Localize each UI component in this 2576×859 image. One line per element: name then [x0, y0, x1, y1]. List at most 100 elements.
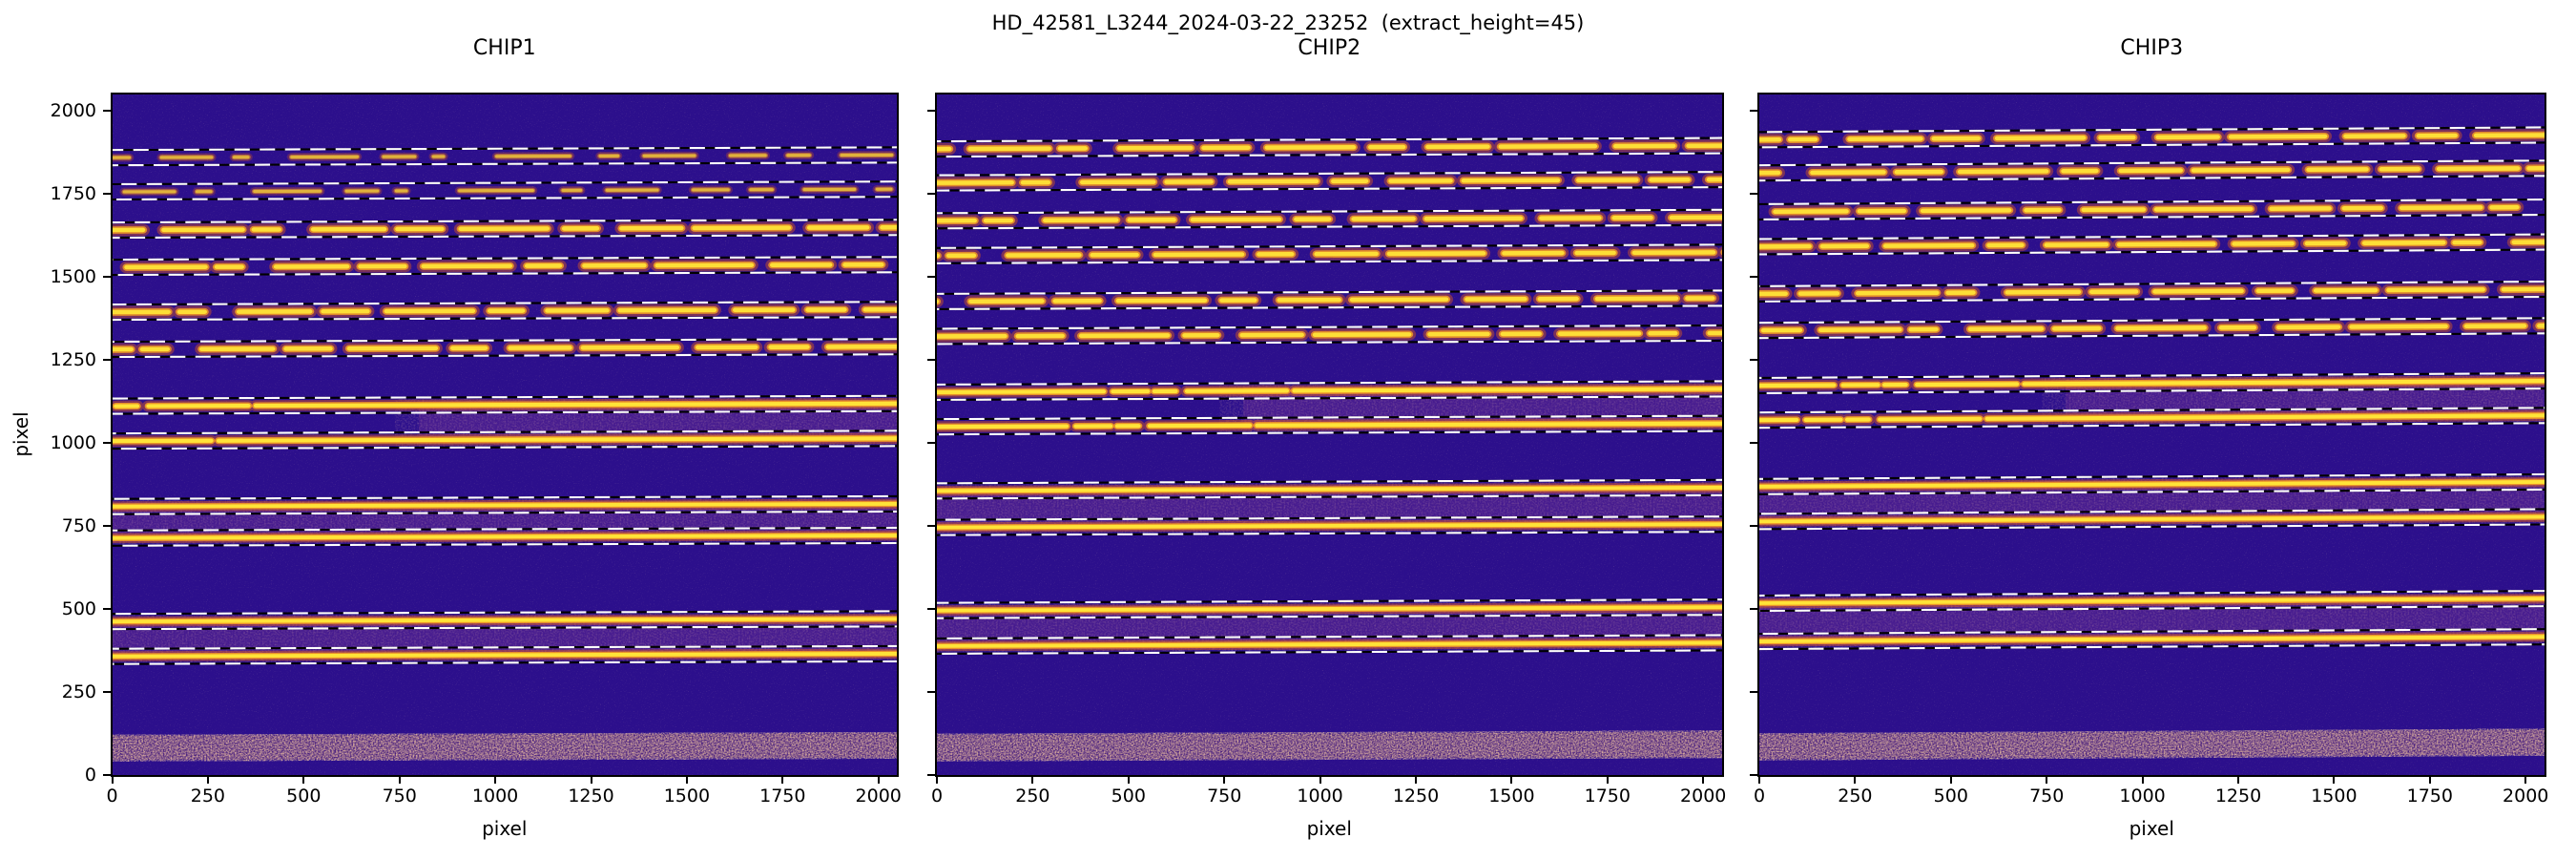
x-tick-label: 750 — [2029, 786, 2065, 807]
tick-mark — [494, 777, 497, 784]
x-tick-label: 1750 — [1584, 786, 1631, 807]
tick-mark — [927, 607, 935, 610]
y-tick-label: 250 — [61, 681, 96, 702]
tick-mark — [2524, 777, 2527, 784]
tick-mark — [1750, 192, 1757, 195]
tick-mark — [927, 192, 935, 195]
tick-mark — [1415, 777, 1417, 784]
panel-title-chip2: CHIP2 — [1298, 36, 1361, 60]
panel-chip2: CHIP2 — [935, 34, 1724, 817]
tick-mark — [1750, 358, 1757, 361]
tick-mark — [2237, 777, 2239, 784]
y-tick-label: 1000 — [50, 431, 96, 453]
x-tick-label: 2000 — [1680, 786, 1727, 807]
tick-mark — [1750, 690, 1757, 693]
tick-mark — [927, 441, 935, 444]
panel-title-chip1: CHIP1 — [472, 36, 536, 60]
x-tick-label: 1000 — [2119, 786, 2166, 807]
y-tick-label: 1750 — [50, 182, 96, 204]
tick-mark — [1510, 777, 1513, 784]
x-tick-label: 0 — [930, 786, 944, 807]
x-tick-label: 1750 — [759, 786, 806, 807]
tick-mark — [102, 192, 111, 195]
panel-chip3: CHIP3 — [1757, 34, 2546, 817]
x-tick-label: 750 — [1207, 786, 1242, 807]
spectral-image-chip2 — [937, 94, 1722, 775]
tick-mark — [1319, 777, 1321, 784]
y-tick-label: 750 — [61, 514, 96, 536]
tick-mark — [927, 524, 935, 527]
tick-mark — [685, 777, 688, 784]
tick-mark — [1750, 109, 1757, 112]
figure-title: HD_42581_L3244_2024-03-22_23252 (extract… — [991, 11, 1585, 34]
x-tick-label: 750 — [382, 786, 417, 807]
x-axis-label: pixel — [482, 817, 528, 840]
x-tick-label: 2000 — [2503, 786, 2549, 807]
tick-mark — [102, 607, 111, 610]
x-tick-label: 250 — [1015, 786, 1050, 807]
tick-mark — [206, 777, 209, 784]
tick-mark — [102, 774, 111, 776]
x-tick-label: 250 — [190, 786, 226, 807]
tick-mark — [1854, 777, 1857, 784]
tick-mark — [1750, 774, 1757, 776]
x-tick-label: 1250 — [2214, 786, 2262, 807]
tick-mark — [1223, 777, 1226, 784]
tick-mark — [1949, 777, 1952, 784]
x-tick-label: 1250 — [568, 786, 614, 807]
tick-mark — [102, 690, 111, 693]
tick-mark — [927, 109, 935, 112]
tick-mark — [927, 275, 935, 278]
tick-mark — [111, 777, 114, 784]
tick-mark — [102, 524, 111, 527]
y-tick-label: 1250 — [50, 348, 96, 370]
spectral-image-chip3 — [1759, 94, 2545, 775]
x-axis-label: pixel — [2129, 817, 2174, 840]
tick-mark — [1031, 777, 1034, 784]
x-tick-label: 2000 — [855, 786, 902, 807]
tick-mark — [1750, 524, 1757, 527]
y-tick-label: 1500 — [50, 265, 96, 287]
x-tick-label: 1500 — [1488, 786, 1535, 807]
y-tick-label: 2000 — [50, 99, 96, 121]
tick-mark — [927, 358, 935, 361]
tick-mark — [398, 777, 401, 784]
y-tick-label: 500 — [61, 597, 96, 619]
x-tick-label: 500 — [1111, 786, 1146, 807]
tick-mark — [927, 774, 935, 776]
tick-mark — [927, 690, 935, 693]
plot-area-chip2 — [935, 93, 1724, 777]
tick-mark — [1750, 607, 1757, 610]
tick-mark — [102, 275, 111, 278]
tick-mark — [1750, 275, 1757, 278]
tick-mark — [102, 358, 111, 361]
x-tick-label: 1000 — [471, 786, 519, 807]
x-tick-label: 500 — [1933, 786, 1968, 807]
y-tick-label: 0 — [84, 765, 96, 786]
x-tick-label: 0 — [106, 786, 118, 807]
plot-area-chip1 — [110, 93, 899, 777]
panel-chip1: CHIP1 — [110, 34, 899, 817]
x-tick-label: 500 — [286, 786, 322, 807]
plot-area-chip3 — [1757, 93, 2546, 777]
x-tick-label: 1250 — [1392, 786, 1440, 807]
tick-mark — [302, 777, 305, 784]
tick-mark — [1127, 777, 1130, 784]
panel-title-chip3: CHIP3 — [2120, 36, 2184, 60]
x-axis-label: pixel — [1306, 817, 1352, 840]
x-tick-label: 1500 — [663, 786, 711, 807]
x-tick-label: 250 — [1838, 786, 1873, 807]
tick-mark — [877, 777, 880, 784]
x-tick-label: 1750 — [2406, 786, 2453, 807]
tick-mark — [1606, 777, 1609, 784]
x-tick-label: 1000 — [1297, 786, 1343, 807]
tick-mark — [1702, 777, 1705, 784]
x-tick-label: 0 — [1753, 786, 1766, 807]
tick-mark — [2141, 777, 2144, 784]
tick-mark — [102, 109, 111, 112]
y-axis-label: pixel — [10, 411, 32, 457]
spectral-image-chip1 — [112, 94, 897, 775]
tick-mark — [781, 777, 784, 784]
tick-mark — [2333, 777, 2336, 784]
